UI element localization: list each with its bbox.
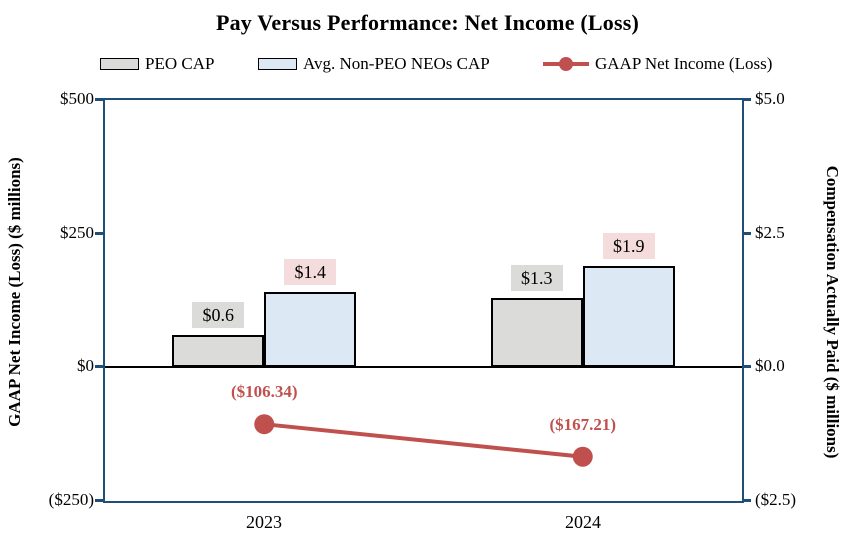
legend-label-avg-non-peo-neos-cap: Avg. Non-PEO NEOs CAP <box>303 54 490 73</box>
right-axis-tick-mark <box>742 499 751 502</box>
left-axis-tick-label: $500 <box>60 89 94 108</box>
right-axis-tick-mark <box>742 231 751 235</box>
gaap-net-income-line <box>254 414 593 467</box>
left-axis-tick-label: $0 <box>77 356 94 376</box>
legend-label-gaap-net-income: GAAP Net Income (Loss) <box>595 54 773 73</box>
bar-data-label: $0.6 <box>192 302 245 329</box>
gaap-net-income-line-marker-icon <box>543 57 589 71</box>
left-axis-tick-label: ($250) <box>48 490 94 509</box>
left-axis-tick-mark <box>95 499 103 502</box>
legend-label-peo-cap: PEO CAP <box>145 54 215 73</box>
left-axis-title: GAAP Net Income (Loss) ($ millions) <box>5 157 24 427</box>
right-axis-title: Compensation Actually Paid ($ millions) <box>823 165 842 459</box>
right-axis-tick-label: $0.0 <box>755 356 785 376</box>
line-point-marker <box>254 414 275 435</box>
peo-cap-bar-swatch-icon <box>100 58 139 70</box>
line-point-marker <box>572 446 593 467</box>
left-axis-tick-mark <box>95 98 103 101</box>
left-axis-tick-label: $250 <box>60 222 94 242</box>
plot-area: $0.6 $1.3 $1.4 $1.9 ($106.34) ($167.21) <box>103 98 744 503</box>
bar-2024-avg-non-peo-neos-cap <box>582 265 675 368</box>
avg-non-peo-neos-cap-bar-swatch-icon <box>258 58 297 70</box>
left-axis-tick-mark <box>95 231 103 235</box>
right-axis-tick-label: ($2.5) <box>755 490 797 509</box>
bar-data-label: $1.4 <box>284 259 337 286</box>
right-axis-tick-label: $5.0 <box>755 89 785 108</box>
right-axis-tick-mark <box>742 98 751 101</box>
left-axis-tick-mark <box>95 365 103 369</box>
zero-axis-line <box>105 366 742 369</box>
legend-item-avg-non-peo-neos-cap: Avg. Non-PEO NEOs CAP <box>258 54 490 74</box>
line-data-label: ($167.21) <box>549 414 617 434</box>
line-data-label: ($106.34) <box>230 382 298 402</box>
x-axis-label-2023: 2023 <box>246 512 282 532</box>
bar-data-label: $1.9 <box>602 232 655 259</box>
bar-data-label: $1.3 <box>510 264 563 291</box>
x-axis-label-2024: 2024 <box>565 512 601 532</box>
chart-title: Pay Versus Performance: Net Income (Loss… <box>215 10 640 35</box>
right-axis-tick-mark <box>742 365 751 369</box>
legend-item-gaap-net-income: GAAP Net Income (Loss) <box>543 54 772 74</box>
right-axis-tick-label: $2.5 <box>755 222 785 242</box>
bar-2024-peo-cap <box>490 297 583 368</box>
bar-2023-avg-non-peo-neos-cap <box>264 292 357 368</box>
bar-2023-peo-cap <box>172 335 265 368</box>
legend-item-peo-cap: PEO CAP <box>100 54 214 74</box>
